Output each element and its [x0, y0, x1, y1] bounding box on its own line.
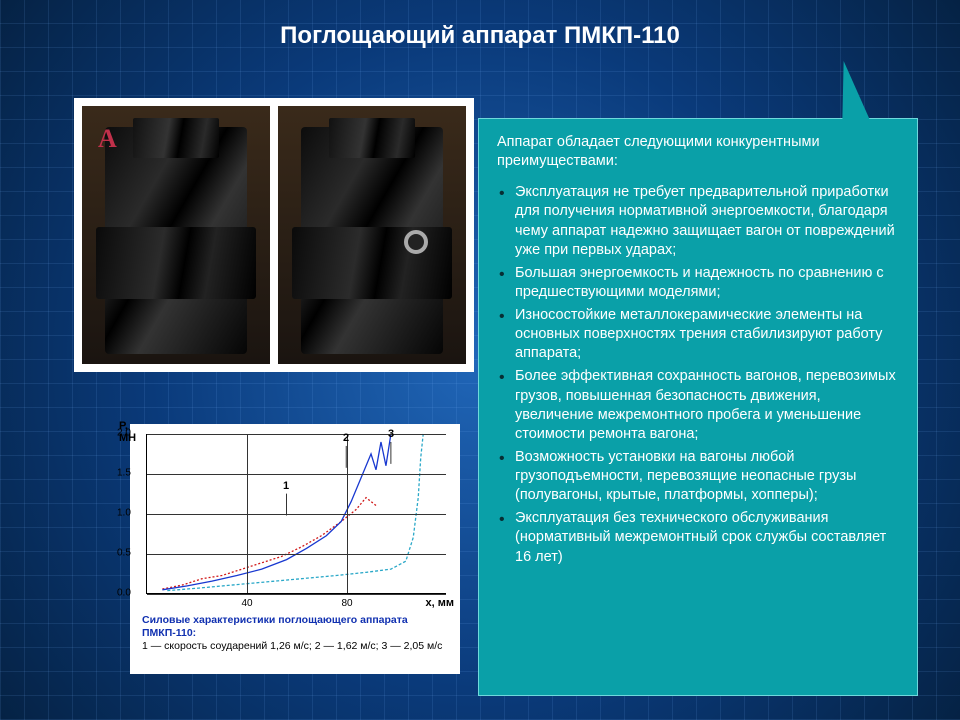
device-photo-right: [278, 106, 466, 364]
photo-panel: A: [74, 98, 474, 372]
advantage-item: Более эффективная сохранность вагонов, п…: [497, 367, 901, 444]
advantage-item: Возможность установки на вагоны любой гр…: [497, 448, 901, 505]
chart-panel: P, МН x, мм 0.00.51.01.52.04080123 Силов…: [130, 424, 460, 674]
advantages-list: Эксплуатация не требует предварительной …: [497, 183, 901, 566]
advantage-item: Износостойкие металлокерамические элемен…: [497, 306, 901, 363]
force-chart: P, МН x, мм 0.00.51.01.52.04080123: [146, 434, 446, 594]
callout-intro: Аппарат обладает следующими конкурентным…: [497, 133, 901, 171]
page-title: Поглощающий аппарат ПМКП-110: [0, 22, 960, 50]
caption-body: 1 — скорость соударений 1,26 м/с; 2 — 1,…: [142, 640, 442, 652]
photo-mark: A: [98, 124, 117, 154]
advantage-item: Эксплуатация без технического обслуживан…: [497, 509, 901, 566]
advantage-item: Эксплуатация не требует предварительной …: [497, 183, 901, 260]
device-photo-left: A: [82, 106, 270, 364]
x-axis-label: x, мм: [425, 597, 454, 609]
chart-caption: Силовые характеристики поглощающего аппа…: [142, 614, 448, 653]
caption-title: Силовые характеристики поглощающего аппа…: [142, 614, 408, 639]
advantage-item: Большая энергоемкость и надежность по ср…: [497, 264, 901, 302]
advantages-callout: Аппарат обладает следующими конкурентным…: [478, 118, 918, 696]
